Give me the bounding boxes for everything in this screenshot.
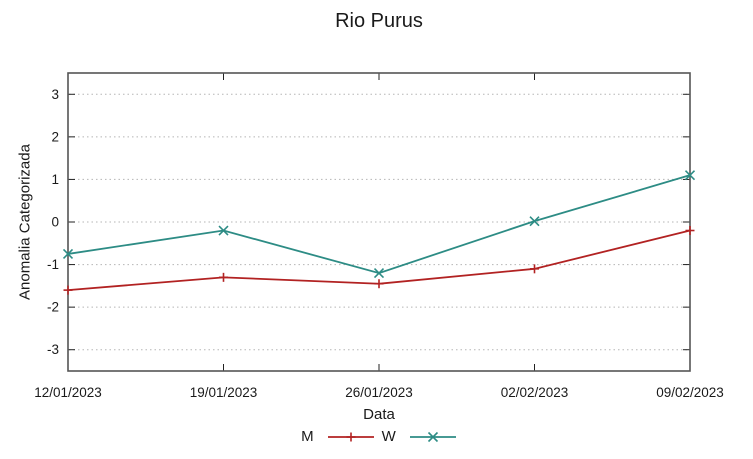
data-point-marker (218, 225, 229, 236)
data-point-marker (373, 268, 385, 279)
legend-label-m: M (301, 428, 314, 445)
legend-sample-m-line (327, 432, 374, 441)
legend-entry-w: W (382, 428, 457, 445)
y-tick-label: -2 (47, 300, 59, 315)
y-tick-label: -3 (47, 342, 59, 357)
x-tick-label: 19/01/2023 (190, 385, 258, 400)
y-tick-label: 0 (51, 215, 59, 230)
legend-sample-w-line (409, 431, 456, 442)
chart-title: Rio Purus (335, 10, 423, 32)
y-tick-label: 3 (51, 87, 59, 102)
data-point-marker (529, 216, 540, 227)
legend-entry-m: M (301, 428, 375, 445)
y-tick-label: 2 (51, 129, 59, 144)
legend-label-w: W (381, 428, 396, 445)
series-w-line (67, 174, 691, 275)
x-tick-label: 12/01/2023 (34, 385, 102, 400)
x-axis-label: Data (363, 406, 395, 423)
legend: M W (68, 428, 690, 445)
x-tick-label: 09/02/2023 (656, 385, 724, 400)
data-point-marker (427, 431, 438, 442)
x-tick-label: 26/01/2023 (345, 385, 413, 400)
x-tick-label: 02/02/2023 (501, 385, 569, 400)
plot-border (67, 72, 691, 372)
data-point-marker (62, 248, 74, 259)
y-tick-label: 1 (51, 172, 59, 187)
y-tick-label: -1 (47, 257, 59, 272)
data-point-marker (684, 170, 696, 181)
